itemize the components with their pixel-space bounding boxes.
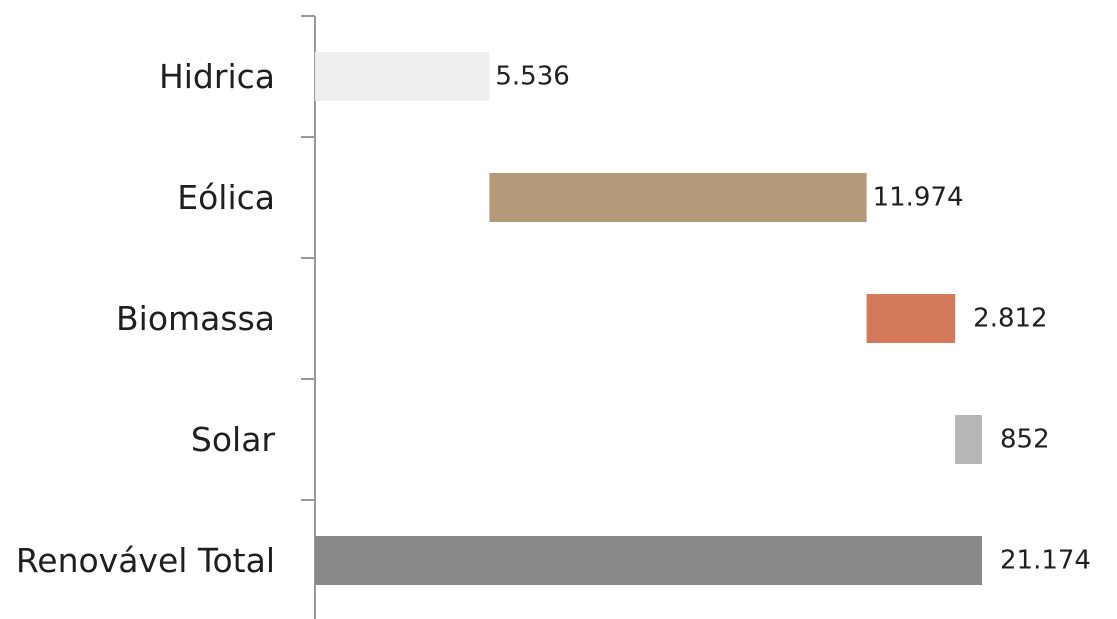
category-label: Solar [191,420,276,459]
value-label: 21.174 [1000,546,1091,576]
category-label: Eólica [177,178,275,217]
value-label: 11.974 [873,183,964,213]
value-label: 852 [1000,425,1050,455]
axis-layer [301,15,316,619]
bar-3 [866,294,956,343]
labels-layer: Hidrica 5.536 Eólica 11.974 Biomassa 2.812 Sol… [16,57,1091,580]
bar-2 [489,173,867,222]
category-label: Renovável Total [16,541,275,580]
bar-1 [315,52,490,101]
value-label: 2.812 [973,304,1047,334]
category-label: Biomassa [116,299,275,338]
bar-5 [315,536,982,585]
bar-4 [955,415,982,464]
value-label: 5.536 [495,62,569,92]
bars-layer [315,52,982,585]
category-label: Hidrica [159,57,275,96]
